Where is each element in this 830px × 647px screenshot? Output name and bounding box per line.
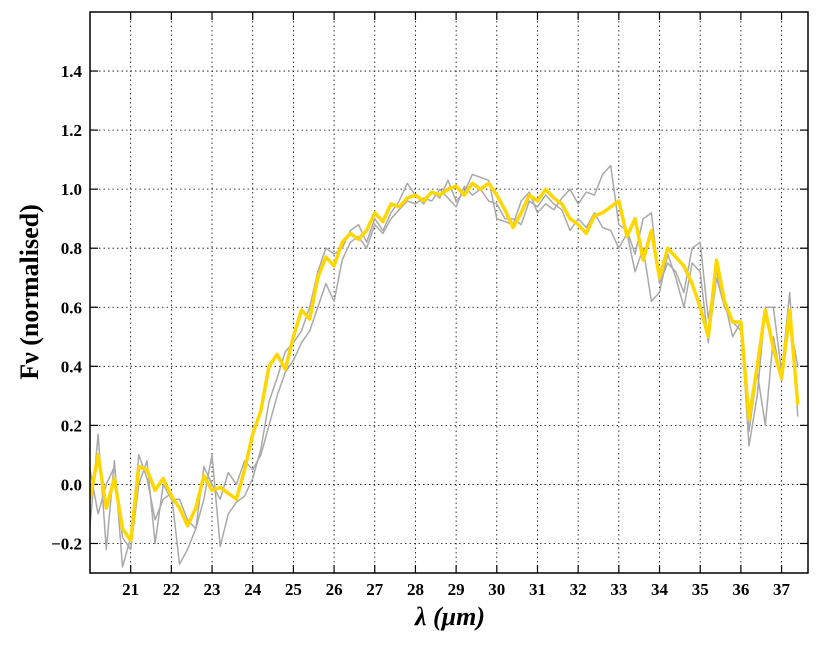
series-line [90, 185, 799, 551]
x-tick-label: 21 [122, 580, 139, 599]
y-tick-label: 0.6 [61, 298, 82, 317]
x-tick-label: 28 [407, 580, 424, 599]
x-tick-label: 30 [488, 580, 505, 599]
x-tick-label: 25 [285, 580, 302, 599]
y-axis-label: Fν (normalised) [15, 204, 44, 380]
x-tick-label: 36 [732, 580, 749, 599]
y-tick-label: −0.2 [51, 534, 82, 553]
x-tick-label: 26 [326, 580, 343, 599]
x-tick-label: 22 [163, 580, 180, 599]
y-tick-label: 1.4 [61, 62, 83, 81]
y-tick-label: 1.0 [61, 180, 82, 199]
series-line [90, 181, 800, 543]
y-tick-label: 0.8 [61, 239, 82, 258]
x-tick-label: 23 [204, 580, 221, 599]
x-tick-label: 37 [773, 580, 791, 599]
x-tick-label: 24 [244, 580, 262, 599]
y-tick-label: 0.0 [61, 475, 82, 494]
y-tick-label: 0.4 [61, 357, 83, 376]
x-tick-label: 27 [366, 580, 384, 599]
x-axis-label: λ (μm) [414, 602, 485, 631]
x-tick-label: 35 [692, 580, 709, 599]
x-tick-label: 33 [610, 580, 627, 599]
x-tick-label: 32 [570, 580, 587, 599]
y-tick-label: 0.2 [61, 416, 82, 435]
x-tick-label: 34 [651, 580, 669, 599]
x-tick-label: 29 [448, 580, 465, 599]
plot-frame [89, 11, 809, 574]
y-tick-label: 1.2 [61, 121, 82, 140]
x-tick-label: 31 [529, 580, 546, 599]
